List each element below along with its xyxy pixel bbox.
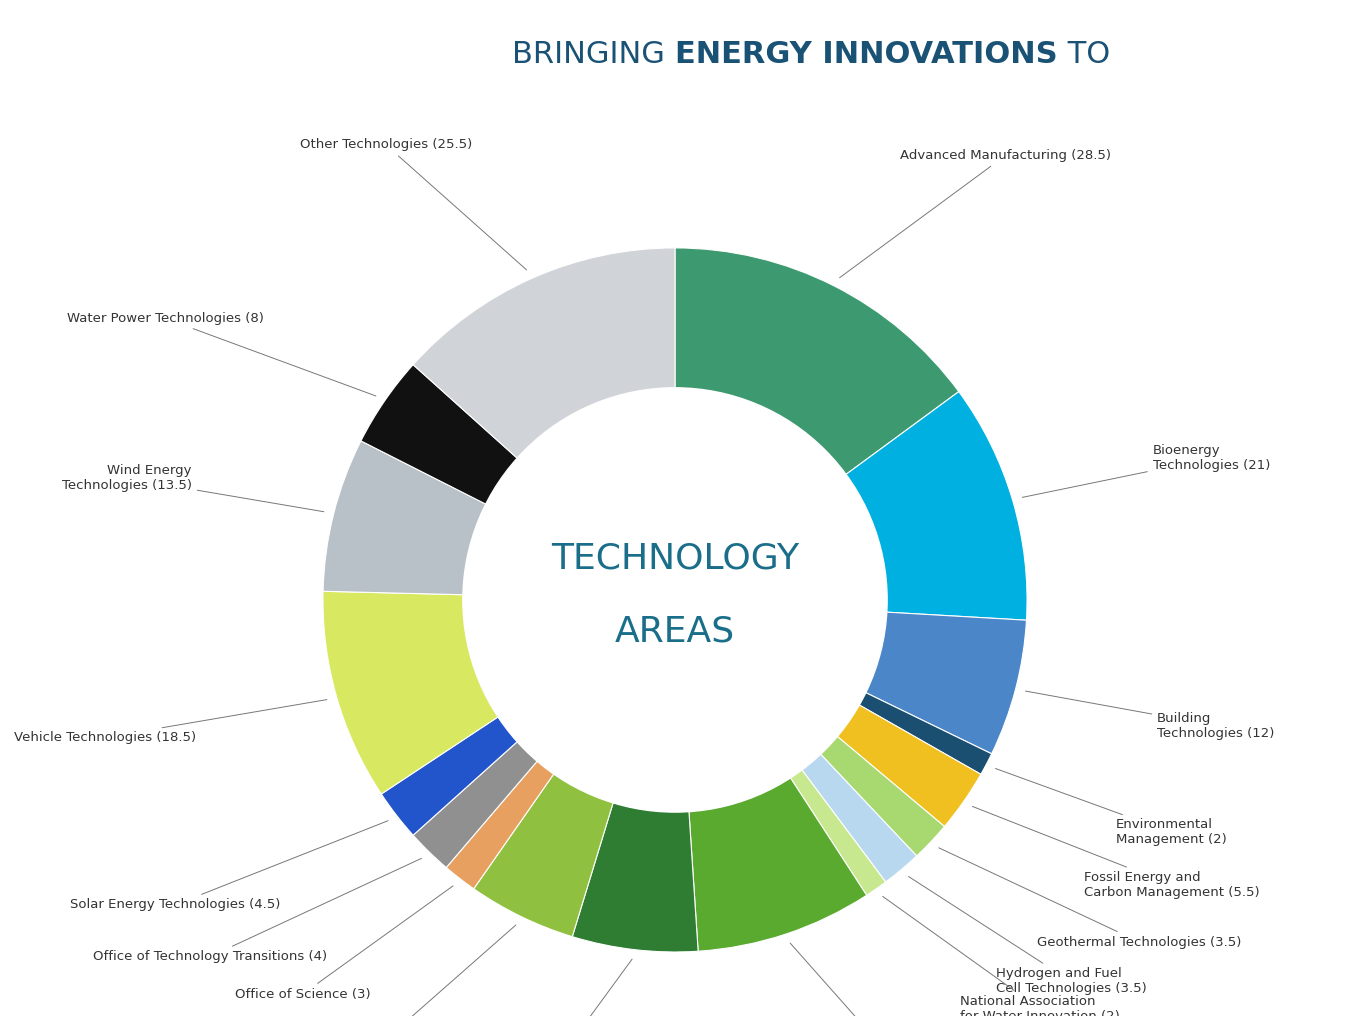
Wedge shape bbox=[688, 776, 867, 951]
Text: AREAS: AREAS bbox=[616, 615, 734, 649]
Wedge shape bbox=[413, 741, 539, 868]
Text: Other Technologies (25.5): Other Technologies (25.5) bbox=[300, 138, 526, 270]
Wedge shape bbox=[790, 768, 886, 895]
Wedge shape bbox=[360, 365, 518, 505]
Text: Geothermal Technologies (3.5): Geothermal Technologies (3.5) bbox=[938, 847, 1242, 949]
Wedge shape bbox=[572, 801, 698, 952]
Text: Water Power Technologies (8): Water Power Technologies (8) bbox=[68, 312, 375, 396]
Text: Building
Technologies (12): Building Technologies (12) bbox=[1026, 691, 1274, 740]
Wedge shape bbox=[857, 692, 992, 774]
Text: TECHNOLOGY: TECHNOLOGY bbox=[551, 542, 799, 576]
Text: Environmental
Management (2): Environmental Management (2) bbox=[995, 768, 1227, 846]
Text: Office of Technology Transitions (4): Office of Technology Transitions (4) bbox=[93, 859, 421, 963]
Text: Solar Energy Technologies (4.5): Solar Energy Technologies (4.5) bbox=[70, 821, 387, 911]
Wedge shape bbox=[381, 716, 518, 835]
Wedge shape bbox=[675, 248, 958, 475]
Text: National Nuclear Security
Administration (11): National Nuclear Security Administration… bbox=[448, 959, 632, 1016]
Text: Fossil Energy and
Carbon Management (5.5): Fossil Energy and Carbon Management (5.5… bbox=[972, 807, 1260, 899]
Wedge shape bbox=[447, 760, 555, 889]
Wedge shape bbox=[836, 704, 981, 826]
Circle shape bbox=[463, 388, 887, 812]
Text: Wind Energy
Technologies (13.5): Wind Energy Technologies (13.5) bbox=[62, 464, 324, 512]
Wedge shape bbox=[864, 612, 1026, 754]
Wedge shape bbox=[845, 391, 1027, 620]
Wedge shape bbox=[474, 772, 614, 937]
Text: Bioenergy
Technologies (21): Bioenergy Technologies (21) bbox=[1022, 444, 1270, 498]
Wedge shape bbox=[413, 248, 675, 459]
Text: Office of Science (3): Office of Science (3) bbox=[235, 886, 454, 1001]
Text: Nuclear Energy (15.5): Nuclear Energy (15.5) bbox=[790, 943, 979, 1016]
Text: National Association
for Water Innovation (2): National Association for Water Innovatio… bbox=[883, 896, 1119, 1016]
Text: Office of Electricity (9.5): Office of Electricity (9.5) bbox=[294, 925, 516, 1016]
Wedge shape bbox=[801, 753, 917, 882]
Text: TO: TO bbox=[1057, 41, 1110, 69]
Text: BRINGING: BRINGING bbox=[513, 41, 675, 69]
Wedge shape bbox=[323, 591, 500, 795]
Wedge shape bbox=[819, 736, 945, 855]
Text: Vehicle Technologies (18.5): Vehicle Technologies (18.5) bbox=[14, 700, 327, 744]
Text: ENERGY INNOVATIONS: ENERGY INNOVATIONS bbox=[675, 41, 1057, 69]
Text: Advanced Manufacturing (28.5): Advanced Manufacturing (28.5) bbox=[840, 149, 1111, 277]
Text: Hydrogen and Fuel
Cell Technologies (3.5): Hydrogen and Fuel Cell Technologies (3.5… bbox=[909, 877, 1146, 996]
Wedge shape bbox=[323, 441, 487, 594]
